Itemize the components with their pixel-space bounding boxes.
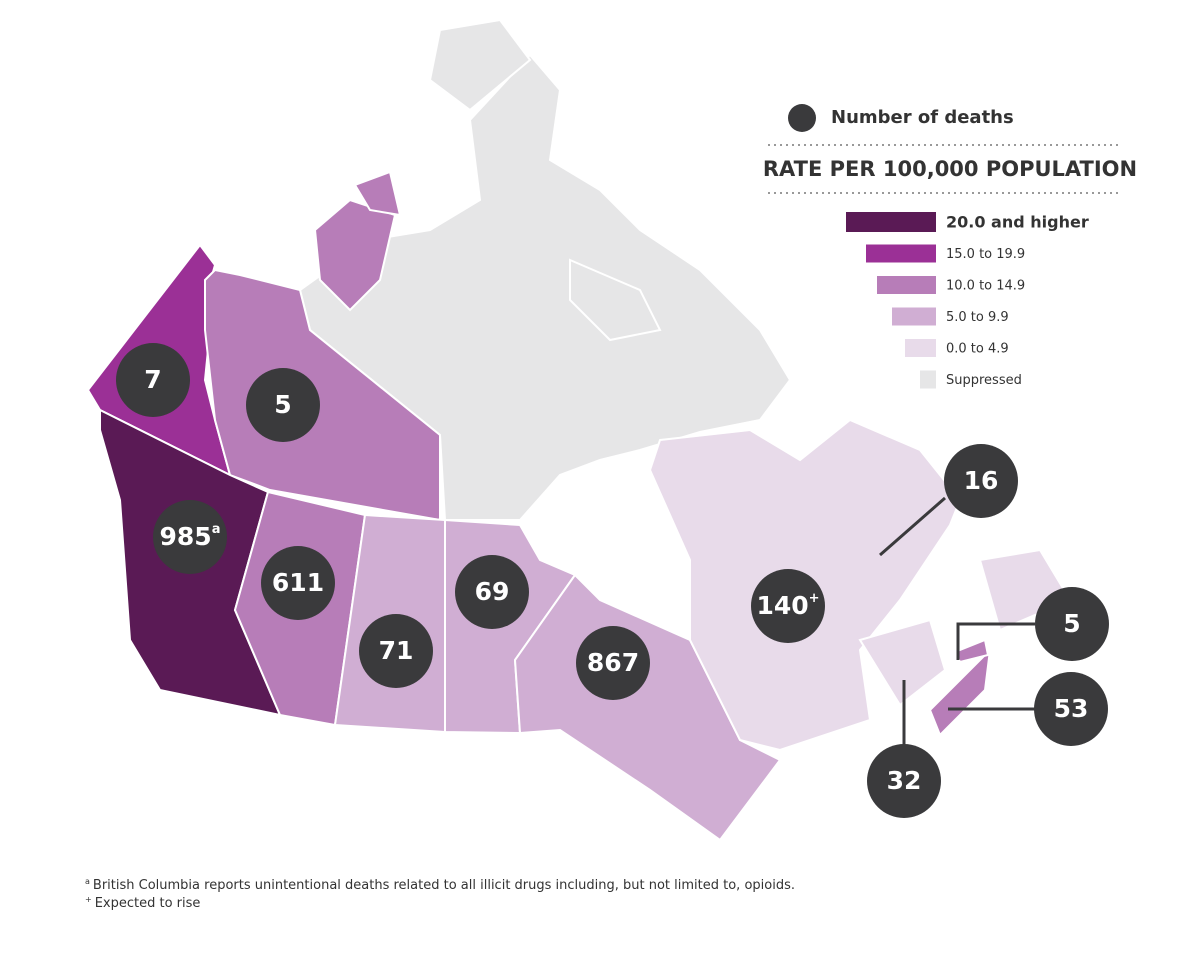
death-count-value: 985 <box>160 522 212 551</box>
leader-line <box>879 496 946 557</box>
markers: 7 5 985a 611 71 69 867 140+ 16 5 53 32 <box>116 343 1109 818</box>
death-marker: 69 <box>455 555 529 629</box>
marker-circle <box>751 569 825 643</box>
legend-swatch <box>905 339 936 357</box>
legend-label: Suppressed <box>946 373 1022 388</box>
island-region <box>353 170 402 217</box>
death-count-value: 53 <box>1054 694 1089 723</box>
marker-circle <box>867 744 941 818</box>
footnote-mark: + <box>85 895 92 904</box>
nova-scotia <box>928 647 992 737</box>
legend-swatch <box>846 212 936 232</box>
legend-swatch <box>866 244 936 263</box>
death-count: 140+ <box>756 591 819 621</box>
death-count-value: 7 <box>144 365 161 394</box>
death-count-value: 140 <box>756 591 808 620</box>
legend-label: 5.0 to 9.9 <box>946 310 1009 325</box>
death-count: 32 <box>887 766 922 795</box>
footnote-text: Expected to rise <box>95 896 201 911</box>
death-marker: 7 <box>116 343 190 417</box>
marker-circle <box>1035 587 1109 661</box>
footnote-text: British Columbia reports unintentional d… <box>93 878 795 893</box>
footnote: a British Columbia reports unintentional … <box>85 877 795 893</box>
legend-items: 20.0 and higher 15.0 to 19.9 10.0 to 14.9 5… <box>846 212 1089 389</box>
leader-line <box>956 622 1035 660</box>
marker-circle <box>455 555 529 629</box>
death-count-value: 867 <box>587 648 639 677</box>
marker-circle <box>153 500 227 574</box>
death-count-value: 32 <box>887 766 922 795</box>
new-brunswick <box>858 618 947 707</box>
northwest-territories <box>204 268 441 522</box>
death-count-value: 71 <box>379 636 414 665</box>
marker-circle <box>576 626 650 700</box>
marker-circle <box>359 614 433 688</box>
legend-swatch <box>920 370 936 389</box>
legend-label: 15.0 to 19.9 <box>946 247 1025 262</box>
footnote-mark: a <box>85 877 90 886</box>
death-marker: 53 <box>1034 672 1108 746</box>
death-marker: 5 <box>246 368 320 442</box>
legend-swatch <box>892 307 936 326</box>
legend-title: RATE PER 100,000 POPULATION <box>763 157 1137 181</box>
death-count: 53 <box>1054 694 1089 723</box>
death-count: 71 <box>379 636 414 665</box>
marker-circle <box>246 368 320 442</box>
suppressed-region <box>298 18 792 521</box>
death-marker: 985a <box>153 500 227 574</box>
death-count: 5 <box>274 390 291 419</box>
ontario <box>513 573 782 842</box>
footnotes: a British Columbia reports unintentional … <box>85 877 795 911</box>
footnote: + Expected to rise <box>85 895 200 911</box>
death-marker: 867 <box>576 626 650 700</box>
death-count-value: 16 <box>964 466 999 495</box>
death-count: 69 <box>475 577 510 606</box>
legend-label: 20.0 and higher <box>946 213 1089 232</box>
death-marker: 71 <box>359 614 433 688</box>
death-marker: 16 <box>944 444 1018 518</box>
death-count: 985a <box>160 522 221 552</box>
death-count-value: 69 <box>475 577 510 606</box>
island-region <box>313 198 397 312</box>
marker-circle <box>944 444 1018 518</box>
legend-label: 10.0 to 14.9 <box>946 279 1025 294</box>
death-count: 7 <box>144 365 161 394</box>
marker-circle <box>116 343 190 417</box>
death-count-value: 611 <box>272 568 324 597</box>
marker-circle <box>261 546 335 620</box>
death-count-value: 5 <box>1063 609 1080 638</box>
death-count-value: 5 <box>274 390 291 419</box>
death-count: 5 <box>1063 609 1080 638</box>
legend-marker-label: Number of deaths <box>831 107 1014 128</box>
legend-label: 0.0 to 4.9 <box>946 342 1009 357</box>
death-marker: 611 <box>261 546 335 620</box>
death-marker: 5 <box>1035 587 1109 661</box>
death-count: 867 <box>587 648 639 677</box>
death-count: 16 <box>964 466 999 495</box>
footnote-mark: + <box>809 591 820 606</box>
marker-circle <box>1034 672 1108 746</box>
legend-swatch <box>877 276 936 294</box>
death-marker: 140+ <box>751 569 825 643</box>
footnote-mark: a <box>212 522 221 537</box>
death-count: 611 <box>272 568 324 597</box>
death-marker: 32 <box>867 744 941 818</box>
legend-marker <box>788 104 816 132</box>
